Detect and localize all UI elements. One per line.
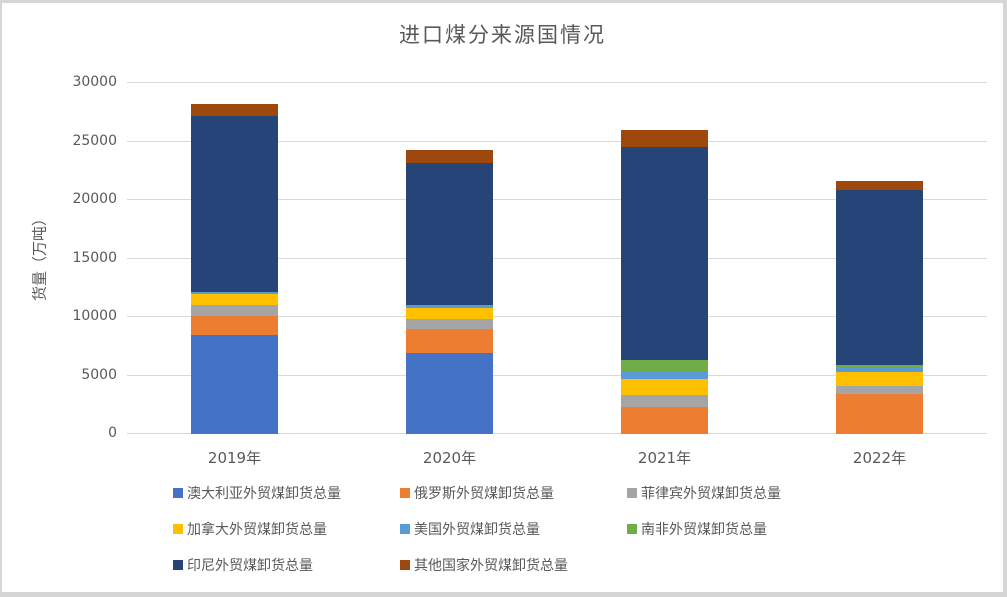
legend-swatch-icon [400, 560, 410, 570]
bar-segment [406, 308, 493, 320]
x-axis-line [127, 433, 987, 434]
legend-item: 澳大利亚外贸煤卸货总量 [173, 483, 400, 503]
bar-segment [191, 104, 278, 117]
bar-segment [836, 181, 923, 190]
bar-segment [406, 150, 493, 164]
legend-item: 美国外贸煤卸货总量 [400, 519, 627, 539]
legend-item: 加拿大外贸煤卸货总量 [173, 519, 400, 539]
gridline [127, 257, 987, 259]
y-tick-label: 25000 [72, 132, 117, 149]
y-tick-label: 15000 [72, 249, 117, 266]
bar-segment [836, 189, 923, 366]
legend-item: 菲律宾外贸煤卸货总量 [627, 483, 854, 503]
gridline [127, 199, 987, 200]
bar-segment [621, 147, 708, 361]
plot-area [127, 82, 987, 434]
legend-swatch-icon [173, 488, 183, 498]
gridline [127, 316, 987, 317]
bar-slot-2022年 [772, 83, 987, 434]
legend-label: 澳大利亚外贸煤卸货总量 [187, 486, 341, 502]
bar-slot-2021年 [557, 83, 772, 434]
legend-label: 其他国家外贸煤卸货总量 [414, 558, 568, 574]
bar-segment [191, 304, 278, 316]
bar-slot-2019年 [127, 83, 342, 434]
legend-label: 南非外贸煤卸货总量 [641, 522, 767, 538]
legend-label: 菲律宾外贸煤卸货总量 [641, 486, 781, 502]
bar-segment [191, 334, 278, 434]
x-axis-label: 2021年 [637, 449, 692, 467]
chart-title: 进口煤分来源国情况 [399, 23, 606, 47]
bar-segment [406, 329, 493, 353]
bar-segment [836, 365, 923, 368]
bar-segment [621, 379, 708, 396]
legend-swatch-icon [400, 524, 410, 534]
bar-segment [836, 394, 923, 434]
bar-segment [406, 163, 493, 306]
y-tick-label: 20000 [72, 191, 117, 207]
bar-slot-2020年 [342, 83, 557, 434]
bar-segment [406, 352, 493, 434]
gridline [127, 140, 987, 142]
gridline [127, 82, 987, 83]
legend-label: 印尼外贸煤卸货总量 [187, 558, 313, 574]
legend-label: 俄罗斯外贸煤卸货总量 [414, 486, 554, 502]
bar-segment [191, 116, 278, 292]
legend-item: 其他国家外贸煤卸货总量 [400, 555, 627, 575]
stacked-bar-2022年 [836, 181, 923, 434]
legend-item: 南非外贸煤卸货总量 [627, 519, 854, 539]
legend-swatch-icon [627, 524, 637, 534]
legend-item: 印尼外贸煤卸货总量 [173, 555, 400, 575]
stacked-bar-2021年 [621, 130, 708, 434]
legend-label: 美国外贸煤卸货总量 [414, 522, 540, 538]
x-axis-label: 2019年 [207, 449, 262, 467]
legend-item: 俄罗斯外贸煤卸货总量 [400, 483, 627, 503]
bar-segment [406, 305, 493, 309]
bar-segment [406, 319, 493, 330]
stacked-bar-2020年 [406, 150, 493, 434]
bar-segment [621, 407, 708, 434]
y-tick-label: 0 [108, 425, 117, 441]
bar-segment [191, 315, 278, 335]
bar-segment [836, 372, 923, 387]
x-axis-labels: 2019年 2020年 2021年 2022年 [127, 447, 987, 468]
legend-swatch-icon [627, 488, 637, 498]
bar-segment [621, 395, 708, 408]
bar-segment [621, 371, 708, 380]
bar-segment [621, 130, 708, 148]
bar-segment [836, 367, 923, 373]
legend: 澳大利亚外贸煤卸货总量 俄罗斯外贸煤卸货总量 菲律宾外贸煤卸货总量加拿大外贸煤卸货总… [173, 483, 854, 575]
legend-swatch-icon [173, 524, 183, 534]
legend-swatch-icon [173, 560, 183, 570]
y-tick-label: 30000 [72, 74, 117, 90]
legend-label: 加拿大外贸煤卸货总量 [187, 522, 327, 538]
bar-segment [621, 360, 708, 372]
bar-segment [191, 291, 278, 294]
bar-segment [836, 386, 923, 395]
y-tick-label: 10000 [72, 308, 117, 324]
x-axis-label: 2022年 [852, 449, 907, 467]
x-axis-label: 2020年 [422, 449, 477, 467]
stacked-bar-2019年 [191, 104, 278, 434]
legend-swatch-icon [400, 488, 410, 498]
bar-segment [191, 293, 278, 305]
y-tick-label: 5000 [81, 366, 117, 383]
bars-row [127, 83, 987, 434]
gridline [127, 374, 987, 376]
